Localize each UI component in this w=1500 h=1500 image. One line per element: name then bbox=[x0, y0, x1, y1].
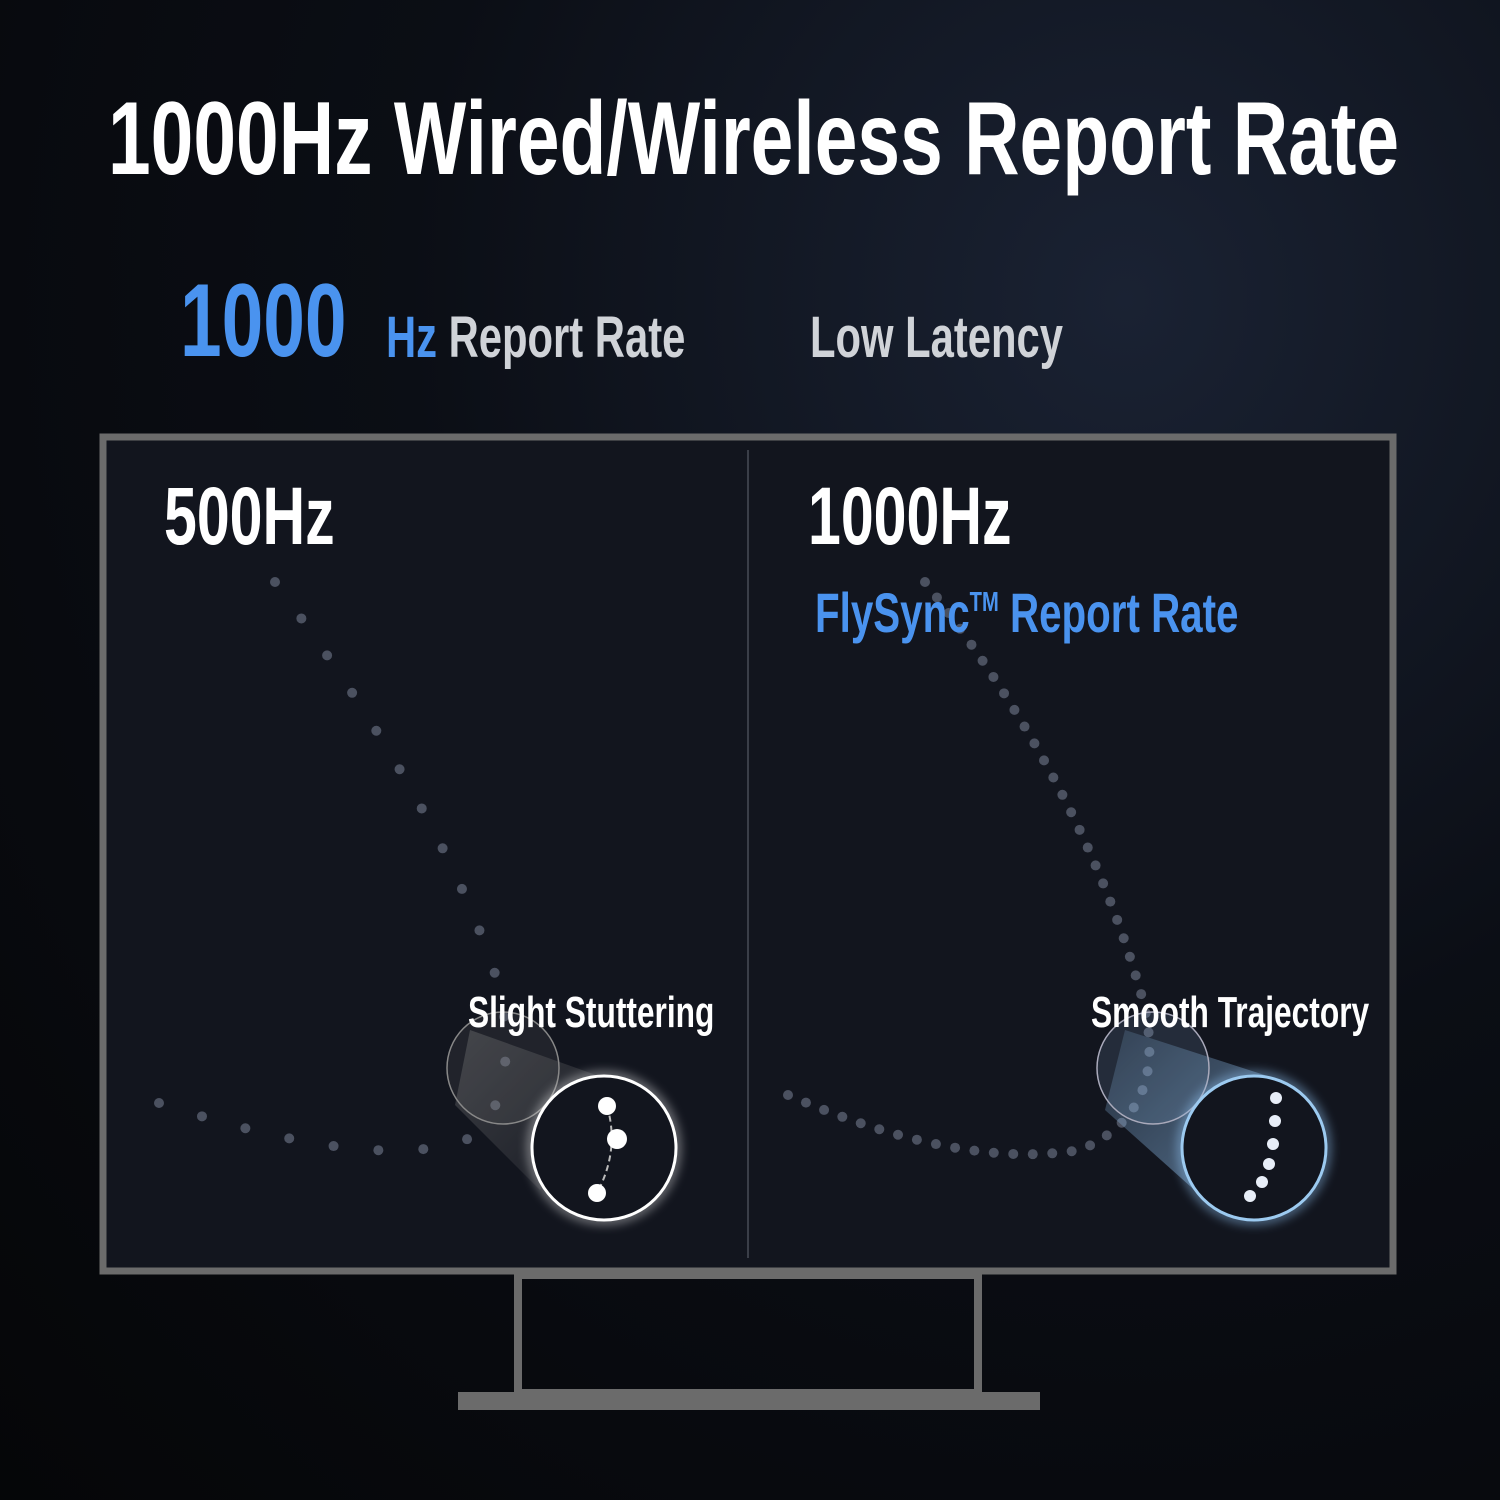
trajectory-dot bbox=[1039, 755, 1050, 766]
page-title: 1000Hz Wired/Wireless Report Rate bbox=[108, 81, 1400, 197]
trajectory-dot bbox=[950, 1142, 961, 1153]
trajectory-dot bbox=[462, 1134, 473, 1145]
trajectory-dot bbox=[1066, 807, 1077, 818]
trajectory-dot bbox=[489, 967, 500, 978]
magnifier-lens-right bbox=[1180, 1074, 1328, 1222]
flysync-suffix: Report Rate bbox=[998, 581, 1239, 644]
monitor-stand-neck bbox=[514, 1271, 982, 1397]
trajectory-dot bbox=[911, 1134, 922, 1145]
trajectory-dot bbox=[1082, 842, 1093, 853]
trajectory-dot bbox=[1009, 704, 1020, 715]
trajectory-dot bbox=[418, 1144, 429, 1155]
trajectory-dot bbox=[1008, 1148, 1019, 1159]
trajectory-dot bbox=[800, 1097, 811, 1108]
trajectory-dot bbox=[931, 592, 942, 603]
trajectory-dot bbox=[988, 1147, 999, 1158]
trajectory-dot bbox=[240, 1123, 251, 1134]
smooth-dot bbox=[1244, 1190, 1256, 1202]
panel-label-1000hz: 1000Hz bbox=[808, 471, 1012, 562]
trajectory-dot bbox=[284, 1133, 295, 1144]
trajectory-dot bbox=[456, 883, 467, 894]
magnifier-source-left bbox=[446, 1011, 560, 1125]
trajectory-dot bbox=[893, 1129, 904, 1140]
trajectory-dot bbox=[930, 1139, 941, 1150]
trajectory-dot bbox=[966, 639, 977, 650]
smooth-dot bbox=[1256, 1176, 1268, 1188]
trajectory-dot bbox=[1085, 1140, 1096, 1151]
trajectory-dot bbox=[371, 725, 382, 736]
trajectory-dot bbox=[943, 608, 954, 619]
headline-number: 1000 bbox=[180, 263, 347, 379]
trajectory-dot bbox=[394, 764, 405, 775]
trajectory-dot bbox=[783, 1090, 793, 1100]
trajectory-dot bbox=[1074, 824, 1085, 835]
stutter-dot bbox=[598, 1097, 616, 1115]
smooth-dot bbox=[1269, 1115, 1281, 1127]
trajectory-dot bbox=[1066, 1146, 1077, 1157]
trajectory-dot bbox=[474, 925, 485, 936]
trajectory-dot bbox=[1118, 933, 1129, 944]
trajectory-dot bbox=[322, 650, 333, 661]
trajectory-dot bbox=[1057, 789, 1068, 800]
trajectory-dot bbox=[988, 671, 999, 682]
trajectory-dot bbox=[437, 843, 448, 854]
trajectory-dot bbox=[874, 1124, 885, 1135]
trajectory-dot bbox=[977, 655, 988, 666]
trajectory-dot bbox=[1029, 738, 1040, 749]
trajectory-dot bbox=[196, 1111, 207, 1122]
trajectory-dot bbox=[855, 1118, 866, 1129]
trajectory-dot bbox=[1143, 1027, 1154, 1038]
trajectory-dot bbox=[270, 577, 280, 587]
panel-label-500hz: 500Hz bbox=[164, 471, 335, 562]
trajectory-dot bbox=[819, 1104, 830, 1115]
smooth-dot bbox=[1267, 1138, 1279, 1150]
trademark: TM bbox=[969, 586, 999, 617]
magnifier-beam-left bbox=[455, 1030, 610, 1190]
low-latency-label: Low Latency bbox=[810, 305, 1063, 370]
trajectory-dot bbox=[1048, 772, 1059, 783]
stutter-dot bbox=[607, 1129, 627, 1149]
smooth-dot bbox=[1270, 1092, 1282, 1104]
headline-unit: Hz bbox=[386, 305, 438, 370]
trajectory-dot bbox=[373, 1145, 384, 1156]
trajectory-dot bbox=[999, 688, 1010, 699]
stutter-dot bbox=[588, 1184, 606, 1202]
trajectory-dot bbox=[296, 613, 307, 624]
trajectory-dot bbox=[416, 803, 427, 814]
trajectory-dot bbox=[1112, 914, 1123, 925]
callout-smooth-trajectory: Smooth Trajectory bbox=[1091, 988, 1370, 1037]
trajectory-dot bbox=[969, 1145, 980, 1156]
trajectory-dot bbox=[1098, 878, 1109, 889]
trajectory-dot bbox=[347, 687, 358, 698]
trajectory-dot bbox=[1130, 970, 1141, 981]
trajectory-dot bbox=[837, 1111, 848, 1122]
trajectory-dot bbox=[1124, 951, 1135, 962]
trajectory-dot bbox=[328, 1141, 339, 1152]
trajectory-dot bbox=[1019, 721, 1030, 732]
trajectory-dot bbox=[498, 1011, 509, 1022]
trajectory-dot bbox=[1047, 1148, 1058, 1159]
trajectory-dot bbox=[1027, 1149, 1038, 1160]
smooth-dot bbox=[1263, 1158, 1275, 1170]
trajectory-dot bbox=[154, 1098, 164, 1108]
headline-report-rate: Report Rate bbox=[448, 305, 686, 370]
headline-label: Hz Report Rate bbox=[386, 304, 685, 371]
flysync-name: FlySync bbox=[815, 581, 970, 644]
magnifier-source-right bbox=[1096, 1011, 1210, 1125]
callout-slight-stuttering: Slight Stuttering bbox=[468, 988, 715, 1037]
trajectory-dot bbox=[1136, 989, 1147, 1000]
trajectory-dot bbox=[1105, 896, 1116, 907]
trajectory-dot bbox=[920, 577, 930, 587]
trajectory-dot bbox=[1090, 860, 1101, 871]
trajectory-dot bbox=[955, 623, 966, 634]
magnifier-lens-left bbox=[530, 1074, 678, 1222]
flysync-label: FlySyncTM Report Rate bbox=[815, 580, 1238, 645]
monitor-stand-base bbox=[458, 1392, 1040, 1410]
trajectory-dot bbox=[1101, 1130, 1112, 1141]
